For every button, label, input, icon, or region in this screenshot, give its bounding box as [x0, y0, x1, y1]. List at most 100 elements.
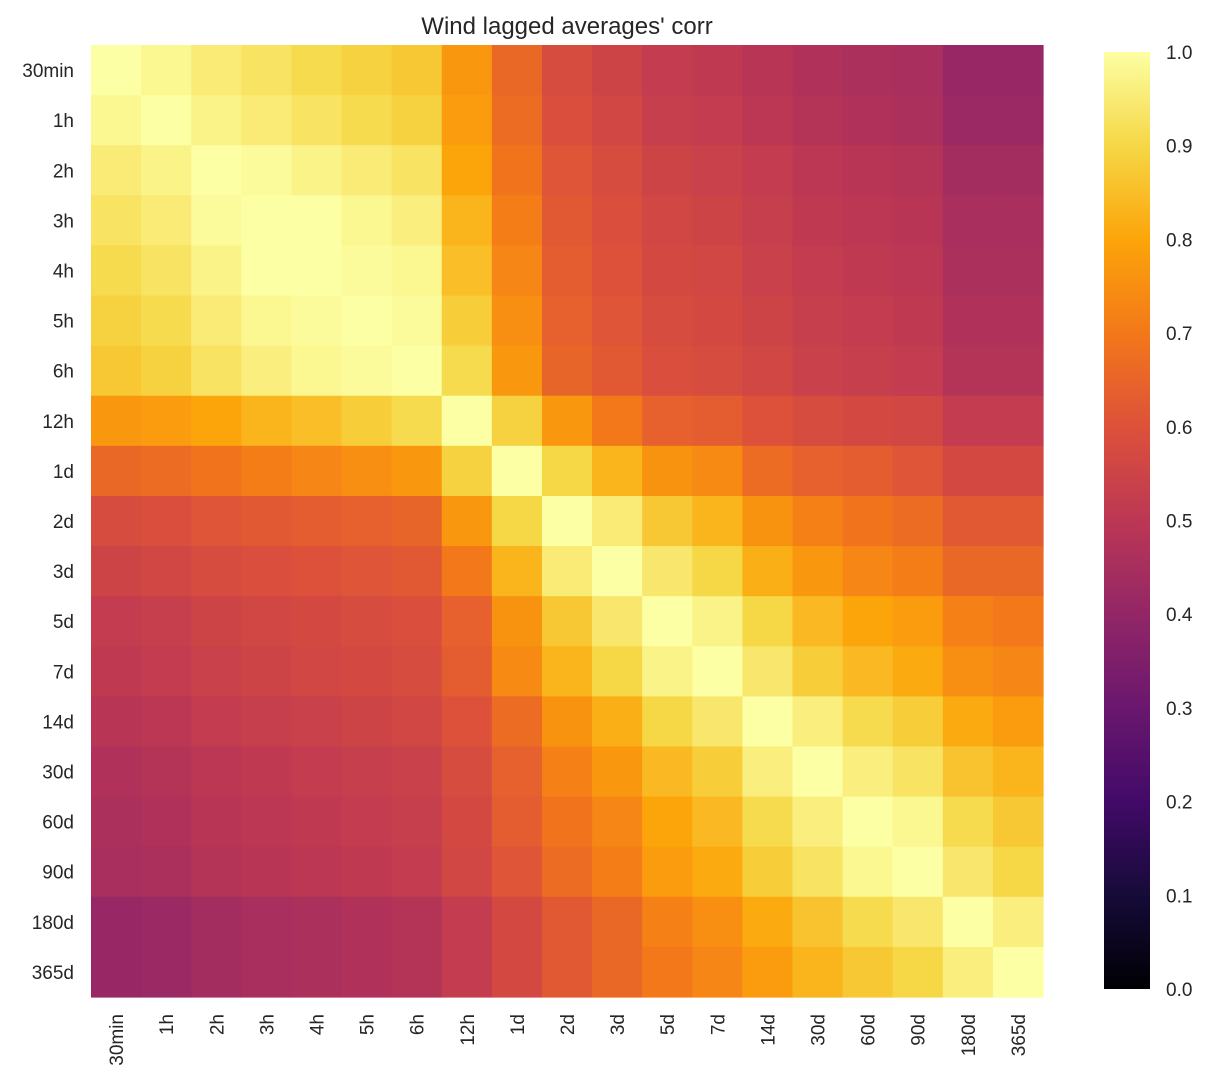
- heatmap-cell: [391, 245, 443, 297]
- heatmap-cell: [892, 345, 944, 397]
- heatmap-cell: [541, 646, 593, 697]
- heatmap-cell: [942, 646, 994, 697]
- heatmap-cell: [692, 946, 743, 998]
- heatmap-cell: [241, 646, 293, 697]
- heatmap-cell: [141, 295, 192, 347]
- heatmap-cell: [541, 796, 593, 848]
- heatmap-cell: [191, 495, 242, 547]
- heatmap-cell: [241, 145, 293, 196]
- colorbar-tick-label: 0.6: [1166, 418, 1192, 439]
- heatmap-cell: [842, 345, 894, 397]
- heatmap-cell: [942, 796, 994, 848]
- heatmap-cell: [441, 295, 493, 347]
- x-tick-label: 2d: [558, 1014, 579, 1035]
- heatmap-cell: [742, 946, 794, 998]
- heatmap-cell: [391, 896, 443, 948]
- heatmap-cell: [942, 145, 994, 196]
- heatmap-cell: [792, 345, 844, 397]
- heatmap-cell: [892, 45, 944, 96]
- heatmap-cell: [341, 746, 393, 798]
- heatmap-cell: [692, 45, 743, 96]
- heatmap-cell: [592, 95, 643, 146]
- heatmap-cell: [842, 796, 894, 848]
- heatmap-cell: [141, 395, 192, 447]
- heatmap-cell: [191, 145, 242, 196]
- heatmap-cell: [441, 596, 493, 647]
- heatmap-cell: [592, 295, 643, 347]
- heatmap-cell: [441, 946, 493, 998]
- heatmap-cell: [942, 746, 994, 798]
- heatmap-cell: [191, 395, 242, 447]
- x-tick-label: 365d: [1009, 1014, 1030, 1056]
- heatmap-cell: [241, 245, 293, 297]
- heatmap-cell: [892, 445, 944, 497]
- heatmap-cell: [792, 145, 844, 196]
- heatmap-cell: [291, 95, 343, 146]
- heatmap-cell: [541, 145, 593, 196]
- x-tick-label: 30min: [107, 1014, 128, 1066]
- heatmap-cell: [942, 546, 994, 597]
- heatmap-cell: [642, 546, 693, 597]
- heatmap-cell: [491, 295, 543, 347]
- heatmap-cell: [141, 746, 192, 798]
- heatmap-cell: [91, 696, 142, 748]
- heatmap-cell: [792, 896, 844, 948]
- heatmap-cell: [842, 45, 894, 96]
- y-tick-label: 60d: [42, 813, 74, 834]
- heatmap-cell: [341, 596, 393, 647]
- heatmap-cell: [541, 345, 593, 397]
- heatmap-cell: [592, 195, 643, 247]
- heatmap-cell: [541, 445, 593, 497]
- y-tick-label: 5h: [53, 312, 74, 333]
- heatmap-cell: [892, 646, 944, 697]
- heatmap-cell: [391, 946, 443, 998]
- heatmap-cell: [441, 395, 493, 447]
- y-tick-label: 90d: [42, 863, 74, 884]
- heatmap-cell: [592, 796, 643, 848]
- heatmap-cell: [842, 946, 894, 998]
- heatmap-cell: [141, 896, 192, 948]
- heatmap-cell: [892, 696, 944, 748]
- heatmap-cell: [541, 295, 593, 347]
- heatmap-cell: [992, 45, 1044, 96]
- y-tick-label: 4h: [53, 261, 74, 282]
- heatmap-cell: [291, 646, 343, 697]
- y-tick-label: 2d: [53, 512, 74, 533]
- y-tick-label: 180d: [32, 913, 74, 934]
- y-tick-label: 3h: [53, 211, 74, 232]
- heatmap-cell: [291, 896, 343, 948]
- heatmap-cell: [141, 145, 192, 196]
- heatmap-cell: [491, 195, 543, 247]
- heatmap-cell: [692, 696, 743, 748]
- heatmap-cell: [992, 696, 1044, 748]
- heatmap-cell: [341, 495, 393, 547]
- heatmap-cell: [91, 295, 142, 347]
- heatmap-cell: [642, 45, 693, 96]
- heatmap-cell: [441, 45, 493, 96]
- heatmap-cell: [241, 295, 293, 347]
- heatmap-cell: [391, 546, 443, 597]
- heatmap-cell: [742, 846, 794, 898]
- y-tick-label: 3d: [53, 562, 74, 583]
- heatmap-cell: [391, 345, 443, 397]
- heatmap-cell: [892, 195, 944, 247]
- heatmap-cell: [592, 445, 643, 497]
- heatmap-cell: [291, 746, 343, 798]
- heatmap-cell: [541, 195, 593, 247]
- heatmap-cell: [992, 946, 1044, 998]
- y-tick-label: 2h: [53, 161, 74, 182]
- heatmap-cell: [942, 295, 994, 347]
- x-tick-label: 6h: [408, 1014, 429, 1035]
- heatmap-cell: [241, 896, 293, 948]
- heatmap-cell: [892, 245, 944, 297]
- heatmap-cell: [391, 596, 443, 647]
- heatmap-cell: [892, 95, 944, 146]
- heatmap-cell: [91, 646, 142, 697]
- heatmap-cell: [191, 295, 242, 347]
- y-tick-label: 1h: [53, 111, 74, 132]
- heatmap-cell: [592, 696, 643, 748]
- heatmap-cell: [642, 445, 693, 497]
- heatmap-cell: [992, 345, 1044, 397]
- heatmap-cell: [842, 846, 894, 898]
- heatmap-cell: [391, 495, 443, 547]
